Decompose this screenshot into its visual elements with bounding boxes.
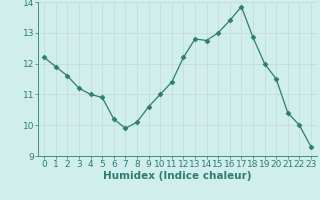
X-axis label: Humidex (Indice chaleur): Humidex (Indice chaleur) — [103, 171, 252, 181]
